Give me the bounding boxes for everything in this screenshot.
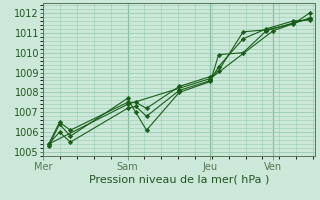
X-axis label: Pression niveau de la mer( hPa ): Pression niveau de la mer( hPa ) bbox=[89, 174, 269, 184]
